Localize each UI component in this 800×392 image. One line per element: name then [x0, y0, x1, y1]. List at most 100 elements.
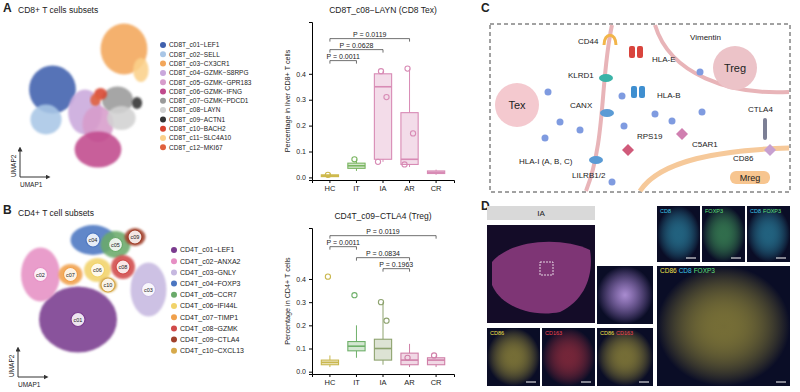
tick: 0.4 — [296, 71, 312, 78]
cluster-tag: c09 — [131, 234, 140, 240]
scale-bar — [731, 258, 741, 259]
tick-mark — [383, 374, 384, 377]
legend-label: CD8T_c01−LEF1 — [169, 41, 220, 49]
box — [374, 339, 391, 360]
axis-line — [313, 375, 455, 378]
legend-label: CD4T_c05−CCR7 — [180, 291, 237, 299]
header-label: IA — [537, 209, 545, 218]
diagram: TexTregMregCD44VimentinKLRD1HLA-EHLA-BCA… — [490, 24, 790, 192]
cluster-cloud — [133, 58, 149, 82]
axis-line — [309, 23, 313, 181]
tick: HC — [324, 374, 335, 387]
umap-clusters — [21, 225, 167, 353]
whisker — [329, 355, 330, 360]
axis-title: UMAP2 — [8, 354, 15, 377]
molecule-glyph — [600, 109, 614, 117]
molecule-label: RPS19 — [637, 132, 663, 141]
axis-arrow — [18, 349, 19, 377]
tick-label: AR — [404, 184, 415, 193]
scale-bar — [639, 382, 649, 383]
data-point — [384, 318, 389, 323]
cluster-cloud — [90, 94, 100, 106]
tick: IT — [353, 180, 360, 193]
tick-label: 0.0 — [296, 368, 306, 375]
axis-title: Percentage in CD4+ T cells — [283, 257, 292, 345]
legend-marker — [171, 325, 177, 331]
cluster-tag: c08 — [119, 264, 128, 270]
median — [427, 171, 444, 173]
ligand — [557, 119, 564, 126]
x-axis: HCITIAARCR — [313, 180, 455, 193]
tick: 0.1 — [296, 345, 312, 352]
tissue-section — [492, 242, 591, 314]
legend-label: CD8T_c12−MKI67 — [169, 144, 223, 152]
legend-marker — [160, 42, 166, 48]
significance-bracket — [330, 236, 436, 239]
cluster-tag: c10 — [104, 282, 113, 288]
legend-label: CD4T_c07−TIMP1 — [180, 314, 238, 322]
molecule-label: HLA-E — [652, 55, 676, 64]
cell-label: Treg — [724, 62, 746, 74]
whisker — [356, 325, 357, 341]
box — [401, 113, 418, 165]
cluster-tag: c06 — [93, 267, 102, 273]
ligand — [609, 179, 616, 186]
legend-marker — [160, 135, 166, 141]
tick-mark — [309, 100, 312, 101]
cell-membrane — [640, 148, 789, 191]
tick: 0.4 — [296, 276, 312, 283]
tick-mark — [309, 349, 312, 350]
channel-labels: CD86CD8FOXP3 — [660, 267, 715, 274]
scale-bar — [776, 382, 786, 383]
box — [401, 353, 418, 365]
axis-title: UMAP2 — [10, 154, 17, 177]
data-point — [378, 69, 383, 74]
fluorescence-signal — [542, 328, 595, 386]
whisker — [409, 69, 410, 113]
significance-bracket — [356, 258, 409, 261]
annotation: P = 0.0011 — [326, 239, 360, 246]
cell-label: Mreg — [740, 173, 761, 183]
channel-label: FOXP3 — [705, 208, 723, 214]
cluster-cloud — [59, 264, 83, 285]
ligand — [697, 69, 704, 76]
tick-mark — [309, 279, 312, 280]
cell — [495, 83, 539, 127]
legend-label: CD8T_c03−CX3CR1 — [169, 60, 230, 68]
chart-title: CD4+ T cell subsets — [18, 208, 94, 218]
cell — [713, 46, 757, 90]
ligand — [542, 135, 549, 142]
cluster-tag-circle — [101, 278, 115, 292]
tick: 0.1 — [296, 148, 312, 155]
axis-line — [313, 181, 455, 184]
cluster-cloud — [30, 105, 61, 135]
axis-arrow — [20, 149, 21, 177]
channel-labels: FOXP3 — [705, 208, 723, 214]
tick-label: 0.2 — [296, 122, 306, 129]
tick-mark — [309, 177, 312, 178]
cluster-tag: c07 — [66, 272, 75, 278]
channel-label: CD86 — [660, 267, 677, 274]
chart-title: CD4T_c09−CTLA4 (Treg) — [334, 211, 431, 221]
molecule-glyph — [676, 128, 688, 140]
tick: 0.3 — [296, 299, 312, 306]
legend-marker — [171, 303, 177, 309]
molecule-glyph — [599, 74, 613, 82]
tick: CR — [431, 180, 442, 193]
panel-label: B — [3, 203, 12, 217]
tick-mark — [436, 180, 437, 183]
molecule-label: CD44 — [578, 37, 599, 46]
whisker — [409, 344, 410, 353]
molecule-glyph — [622, 144, 634, 156]
data-point — [410, 131, 415, 136]
data-point — [325, 172, 330, 177]
cluster-cloud — [111, 255, 135, 279]
channel-label: CD8 — [660, 208, 671, 214]
panel-label: C — [481, 1, 490, 15]
cluster-tag-circle — [64, 268, 78, 282]
umap-panel: CD8+ T cells subsetsUMAP1UMAP2CD8T_c01−L… — [10, 5, 252, 188]
scale-bar — [776, 258, 786, 259]
molecule-glyph — [629, 46, 635, 58]
fluorescence-signal — [487, 328, 540, 386]
legend-label: CD8T_c05−GZMK−GPR183 — [169, 79, 252, 87]
